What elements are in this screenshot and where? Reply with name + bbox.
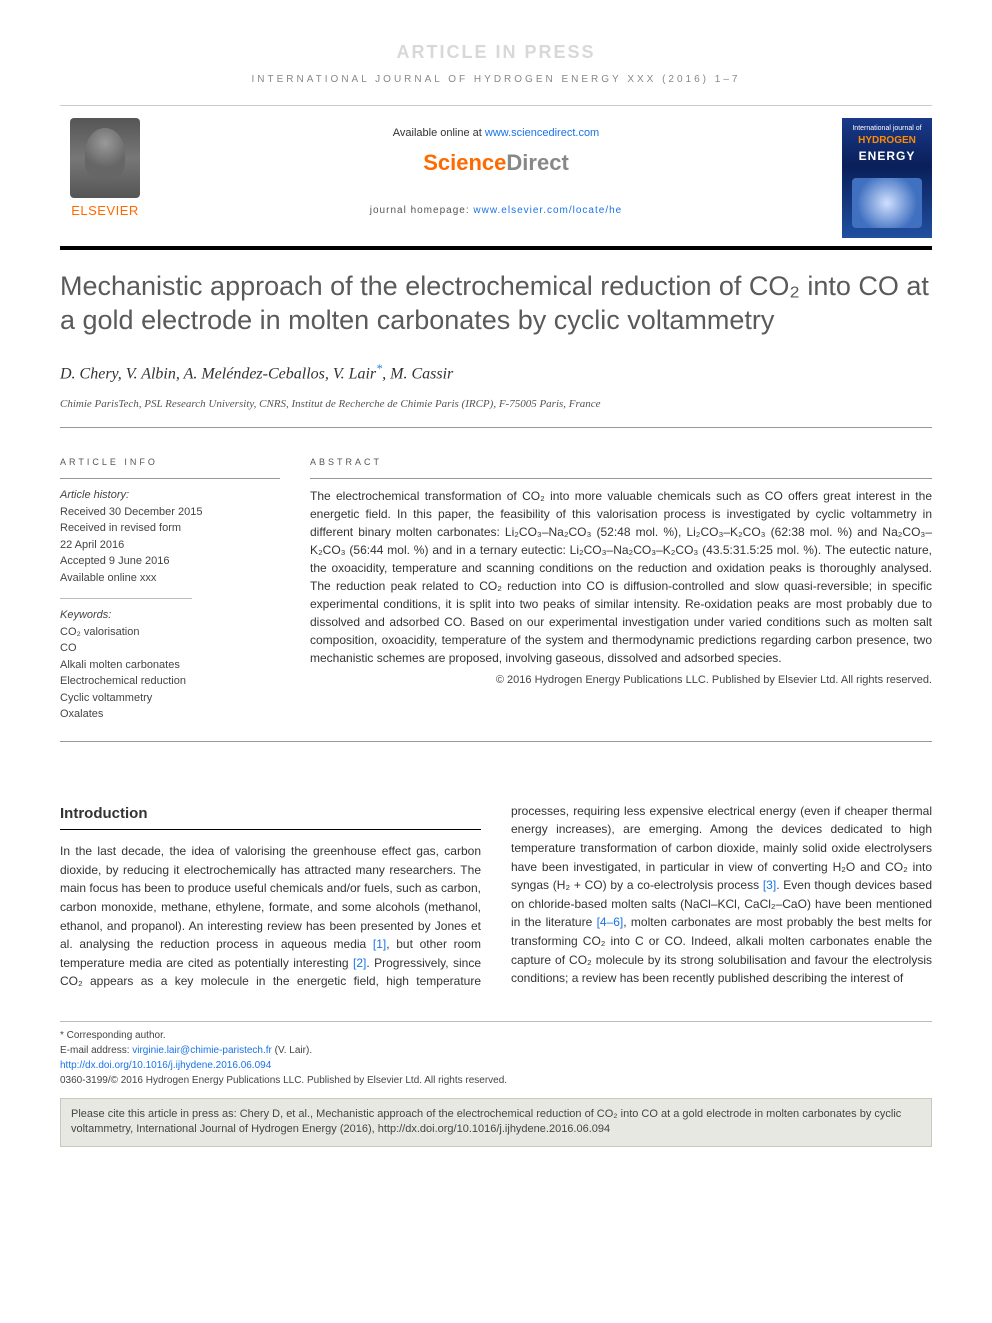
available-prefix: Available online at [393, 127, 485, 139]
article-in-press-banner: ARTICLE IN PRESS [60, 40, 932, 65]
email-label: E-mail address: [60, 1045, 132, 1056]
keyword-5: Cyclic voltammetry [60, 690, 280, 707]
intro-paragraph: In the last decade, the idea of valorisi… [60, 802, 932, 991]
abstract-heading: ABSTRACT [310, 456, 932, 469]
citation-box: Please cite this article in press as: Ch… [60, 1098, 932, 1147]
article-info-column: ARTICLE INFO Article history: Received 3… [60, 456, 280, 723]
revised-line1: Received in revised form [60, 520, 280, 537]
email-line: E-mail address: virginie.lair@chimie-par… [60, 1043, 932, 1058]
elsevier-wordmark: ELSEVIER [71, 202, 139, 220]
abstract-copyright: © 2016 Hydrogen Energy Publications LLC.… [310, 673, 932, 688]
footnotes-block: * Corresponding author. E-mail address: … [60, 1021, 932, 1088]
article-info-heading: ARTICLE INFO [60, 456, 280, 469]
intro-p1a: In the last decade, the idea of valorisi… [60, 844, 481, 951]
email-suffix: (V. Lair). [272, 1045, 312, 1056]
received-date: Received 30 December 2015 [60, 504, 280, 521]
keyword-1: CO₂ valorisation [60, 624, 280, 641]
keyword-4: Electrochemical reduction [60, 673, 280, 690]
authors-line: D. Chery, V. Albin, A. Meléndez-Ceballos… [60, 360, 932, 386]
divider-rule [60, 427, 932, 428]
ref-link-2[interactable]: [2] [353, 956, 366, 970]
authors-part2: , M. Cassir [382, 365, 453, 382]
introduction-section: Introduction In the last decade, the ide… [60, 802, 932, 991]
journal-reference-line: INTERNATIONAL JOURNAL OF HYDROGEN ENERGY… [60, 73, 932, 87]
ref-link-3[interactable]: [3] [763, 878, 776, 892]
header-center: Available online at www.sciencedirect.co… [166, 118, 826, 218]
sd-logo-science: Science [423, 150, 506, 175]
sciencedirect-url-link[interactable]: www.sciencedirect.com [485, 127, 599, 139]
corresponding-author-footnote: * Corresponding author. [60, 1028, 932, 1043]
info-abstract-row: ARTICLE INFO Article history: Received 3… [60, 438, 932, 742]
cover-graphic-icon [852, 178, 922, 228]
ref-link-4-6[interactable]: [4–6] [597, 915, 624, 929]
journal-homepage-link[interactable]: www.elsevier.com/locate/he [473, 205, 622, 216]
history-label: Article history: [60, 487, 280, 504]
issn-copyright-line: 0360-3199/© 2016 Hydrogen Energy Publica… [60, 1073, 932, 1088]
keywords-divider [60, 598, 192, 599]
article-history-block: Article history: Received 30 December 20… [60, 487, 280, 723]
keyword-2: CO [60, 640, 280, 657]
journal-homepage-line: journal homepage: www.elsevier.com/locat… [166, 204, 826, 218]
publisher-header: ELSEVIER Available online at www.science… [60, 105, 932, 250]
available-online-line: Available online at www.sciencedirect.co… [166, 126, 826, 141]
info-divider [60, 478, 280, 479]
homepage-prefix: journal homepage: [370, 205, 474, 216]
available-online-date: Available online xxx [60, 570, 280, 587]
introduction-heading: Introduction [60, 802, 481, 830]
keyword-3: Alkali molten carbonates [60, 657, 280, 674]
keywords-label: Keywords: [60, 607, 280, 624]
article-title: Mechanistic approach of the electrochemi… [60, 270, 932, 338]
sciencedirect-logo[interactable]: ScienceDirect [166, 148, 826, 179]
corresponding-email-link[interactable]: virginie.lair@chimie-paristech.fr [132, 1045, 272, 1056]
affiliation-text: Chimie ParisTech, PSL Research Universit… [60, 397, 932, 412]
journal-cover-thumbnail[interactable]: International journal of HYDROGEN ENERGY [842, 118, 932, 238]
cover-line2: HYDROGEN [842, 134, 932, 148]
revised-line2: 22 April 2016 [60, 537, 280, 554]
accepted-date: Accepted 9 June 2016 [60, 553, 280, 570]
abstract-text: The electrochemical transformation of CO… [310, 487, 932, 667]
cover-line1: International journal of [842, 118, 932, 134]
elsevier-logo[interactable]: ELSEVIER [60, 118, 150, 220]
ref-link-1[interactable]: [1] [373, 937, 386, 951]
keyword-6: Oxalates [60, 706, 280, 723]
authors-part1: D. Chery, V. Albin, A. Meléndez-Ceballos… [60, 365, 376, 382]
doi-link[interactable]: http://dx.doi.org/10.1016/j.ijhydene.201… [60, 1060, 271, 1071]
sd-logo-direct: Direct [506, 150, 568, 175]
abstract-column: ABSTRACT The electrochemical transformat… [310, 456, 932, 723]
elsevier-tree-icon [70, 118, 140, 198]
abstract-divider [310, 478, 932, 479]
title-block: Mechanistic approach of the electrochemi… [60, 250, 932, 438]
cover-line3: ENERGY [842, 148, 932, 165]
page-container: ARTICLE IN PRESS INTERNATIONAL JOURNAL O… [0, 0, 992, 1167]
